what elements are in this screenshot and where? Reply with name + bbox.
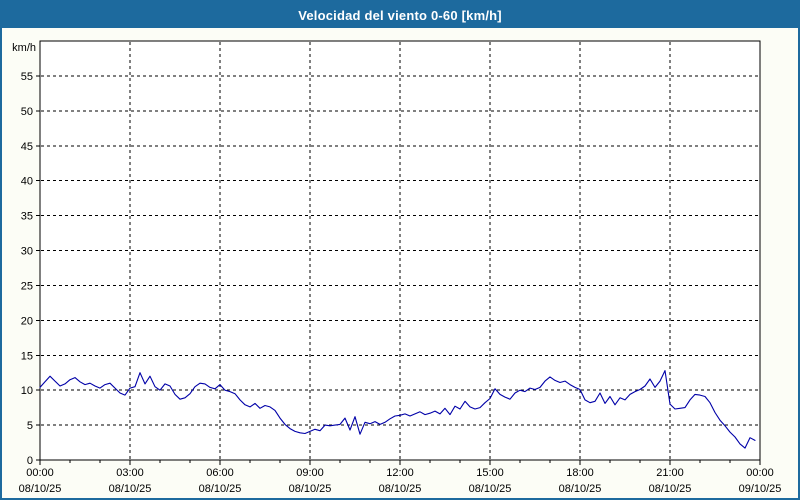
svg-text:09:00: 09:00 <box>296 467 324 479</box>
widget-title-bar: Velocidad del viento 0-60 [km/h] <box>2 2 798 28</box>
svg-text:18:00: 18:00 <box>566 467 594 479</box>
y-axis-labels: 0 5 10 15 20 25 30 35 40 45 50 55 <box>21 71 33 467</box>
svg-text:00:00: 00:00 <box>26 467 54 479</box>
svg-text:08/10/25: 08/10/25 <box>289 483 332 495</box>
svg-text:08/10/25: 08/10/25 <box>469 483 512 495</box>
svg-text:00:00: 00:00 <box>746 467 774 479</box>
svg-text:08/10/25: 08/10/25 <box>109 483 152 495</box>
svg-text:21:00: 21:00 <box>656 467 684 479</box>
svg-text:5: 5 <box>27 420 33 432</box>
svg-text:08/10/25: 08/10/25 <box>379 483 422 495</box>
svg-text:25: 25 <box>21 280 33 292</box>
svg-text:35: 35 <box>21 211 33 223</box>
svg-text:15: 15 <box>21 350 33 362</box>
x-axis-labels: 00:00 08/10/25 03:00 08/10/25 06:00 08/10/25 0… <box>19 467 782 495</box>
svg-text:0: 0 <box>27 455 33 467</box>
svg-text:20: 20 <box>21 315 33 327</box>
svg-text:10: 10 <box>21 385 33 397</box>
svg-text:08/10/25: 08/10/25 <box>559 483 602 495</box>
svg-text:40: 40 <box>21 176 33 188</box>
svg-text:30: 30 <box>21 246 33 258</box>
svg-text:09/10/25: 09/10/25 <box>739 483 782 495</box>
svg-text:15:00: 15:00 <box>476 467 504 479</box>
svg-text:45: 45 <box>21 141 33 153</box>
svg-text:12:00: 12:00 <box>386 467 414 479</box>
svg-text:03:00: 03:00 <box>116 467 144 479</box>
wind-speed-line <box>39 370 756 449</box>
svg-text:08/10/25: 08/10/25 <box>19 483 62 495</box>
svg-text:50: 50 <box>21 106 33 118</box>
axis-ticks <box>36 75 761 465</box>
y-axis-unit-label: km/h <box>12 42 36 54</box>
svg-text:08/10/25: 08/10/25 <box>649 483 692 495</box>
widget-title: Velocidad del viento 0-60 [km/h] <box>298 7 502 23</box>
svg-text:06:00: 06:00 <box>206 467 234 479</box>
svg-text:08/10/25: 08/10/25 <box>199 483 242 495</box>
svg-text:55: 55 <box>21 71 33 83</box>
